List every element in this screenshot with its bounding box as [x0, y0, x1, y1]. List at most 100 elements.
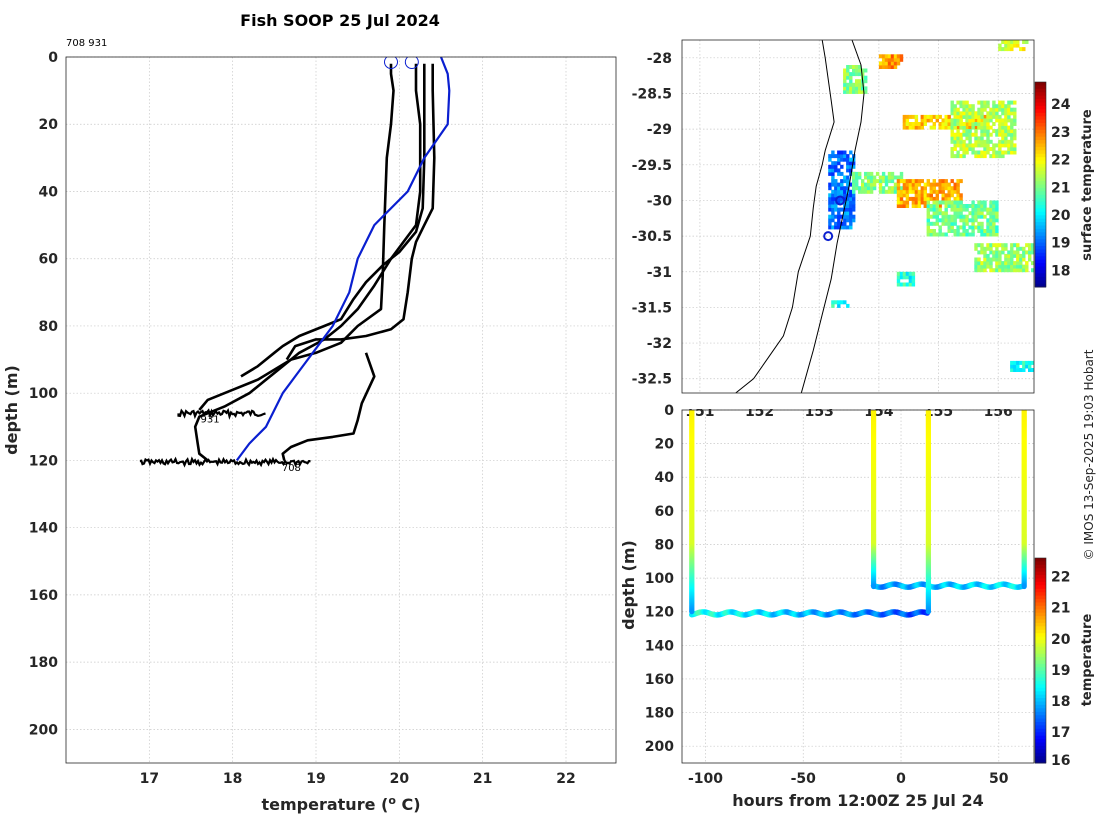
- sst-pixel: [983, 122, 987, 126]
- bottom-smear: [177, 407, 266, 420]
- sst-pixel: [926, 196, 930, 201]
- colorbar-swatch: [1035, 735, 1046, 740]
- colorbar-swatch: [1035, 246, 1046, 250]
- sst-pixel: [947, 200, 951, 205]
- sst-pixel: [893, 175, 898, 180]
- colorbar-frame: [1034, 81, 1047, 288]
- lat-tick-label: -29: [647, 122, 672, 138]
- sst-pixel: [989, 139, 993, 144]
- sst-pixel: [902, 275, 907, 280]
- sst-pixel: [884, 57, 889, 62]
- sst-pixel: [1004, 268, 1008, 273]
- sst-pixel: [956, 193, 960, 198]
- sst-pixel: [843, 218, 847, 223]
- sst-pixel: [1016, 360, 1020, 365]
- sst-pixel: [989, 250, 993, 255]
- sst-pixel: [914, 118, 919, 123]
- sst-pixel: [834, 207, 838, 212]
- sst-pixel: [1001, 264, 1005, 269]
- lat-tick-label: -32.5: [632, 372, 672, 388]
- sst-pixel: [858, 68, 862, 73]
- sst-pixel: [965, 104, 969, 109]
- sst-pixel: [1013, 268, 1017, 273]
- sst-pixel: [953, 200, 957, 205]
- sst-pixel: [995, 214, 999, 219]
- sst-pixel: [980, 214, 984, 219]
- sst-pixel: [935, 207, 939, 212]
- sst-pixel: [849, 89, 853, 94]
- sst-pixel: [956, 232, 960, 237]
- sst-pixel: [962, 143, 966, 148]
- sst-pixel: [992, 122, 996, 126]
- sst-pixel: [896, 193, 901, 198]
- sst-pixel: [929, 182, 933, 187]
- sst-pixel: [989, 214, 993, 219]
- sst-pixel: [908, 186, 913, 191]
- profile-4-line: [285, 63, 436, 361]
- sst-pixel: [855, 79, 859, 84]
- sst-pixel: [968, 132, 972, 137]
- sst-pixel: [953, 182, 957, 187]
- profile-grid: [66, 56, 616, 763]
- sst-pixel: [864, 89, 868, 94]
- depth-tick-label: 100: [645, 571, 674, 587]
- sst-pixel: [911, 179, 916, 184]
- sst-pixel: [866, 189, 871, 194]
- sst-pixel: [834, 154, 838, 159]
- sst-pixel: [837, 196, 841, 201]
- sst-pixel: [846, 72, 850, 77]
- sst-pixel: [950, 229, 954, 233]
- sst-pixel: [929, 214, 933, 219]
- sst-pixel: [989, 111, 993, 116]
- sst-pixel: [1025, 360, 1029, 365]
- sst-pixel: [849, 157, 853, 162]
- sst-pixel: [956, 111, 960, 116]
- sst-pixel: [980, 100, 984, 105]
- sst-pixel: [983, 250, 987, 255]
- sst-pixel: [1007, 43, 1011, 48]
- sst-pixel: [849, 86, 853, 91]
- x-tick-label: 17: [140, 771, 159, 787]
- sst-pixel: [989, 211, 993, 216]
- sst-pixel: [947, 189, 951, 194]
- sst-pixel: [977, 118, 981, 123]
- sst-pixel: [941, 122, 945, 126]
- sst-pixel: [1016, 261, 1020, 266]
- sst-pixel: [887, 186, 892, 191]
- sst-pixel: [1001, 243, 1005, 248]
- colorbar-swatch: [1035, 105, 1046, 110]
- sst-pixel: [944, 125, 948, 130]
- sst-pixel: [941, 232, 945, 237]
- sst-pixel: [977, 211, 981, 216]
- colorbar-swatch: [1035, 687, 1046, 692]
- sst-pixel: [962, 218, 966, 223]
- sst-pixel: [950, 147, 954, 151]
- sst-pixel: [968, 107, 972, 112]
- sst-pixel: [852, 196, 856, 201]
- sst-pixel: [1007, 132, 1011, 137]
- sst-pixel: [986, 118, 990, 123]
- sst-pixel: [1004, 129, 1008, 134]
- sst-pixel: [950, 225, 954, 230]
- sst-pixel: [1010, 122, 1014, 126]
- colorbar-swatch: [1035, 112, 1046, 117]
- sst-pixel: [983, 132, 987, 137]
- sst-pixel: [872, 186, 877, 191]
- sst-pixel: [980, 211, 984, 216]
- sst-pixel: [950, 179, 954, 184]
- sst-pixel: [917, 122, 922, 126]
- sst-pixel: [852, 218, 856, 223]
- sst-pixel: [986, 229, 990, 233]
- colorbar-tick-label: 16: [1051, 753, 1070, 769]
- sst-pixel: [1004, 40, 1008, 44]
- colorbar-swatch: [1035, 266, 1046, 271]
- sst-pixel: [953, 204, 957, 208]
- sst-pixel: [947, 186, 951, 191]
- sst-pixel: [974, 143, 978, 148]
- sst-pixel: [926, 229, 930, 233]
- sst-pixel: [831, 164, 835, 169]
- sst-pixel: [983, 257, 987, 262]
- colorbar-swatch: [1035, 153, 1046, 158]
- sst-pixel: [864, 79, 868, 84]
- sst-pixel: [902, 200, 907, 205]
